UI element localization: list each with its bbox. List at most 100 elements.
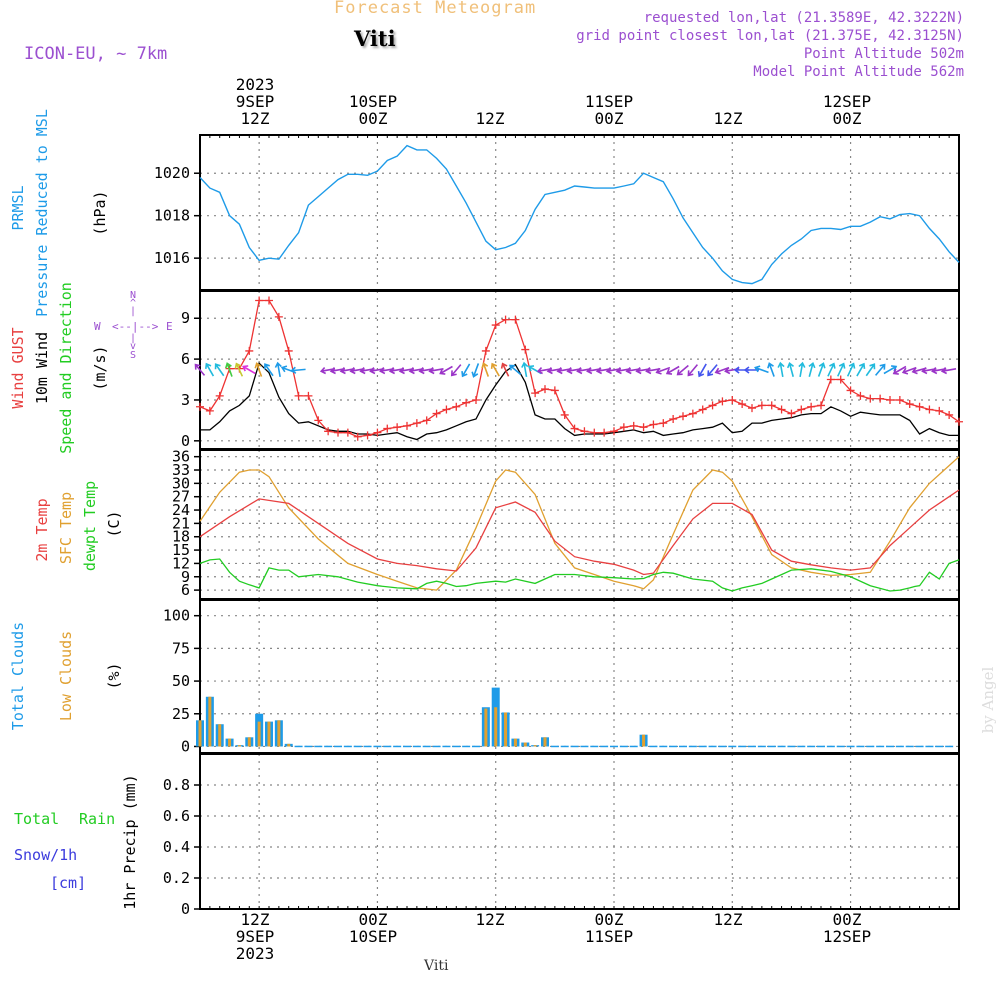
gust-marker <box>797 405 806 414</box>
bar-total-clouds <box>284 743 293 747</box>
wind-direction-arrow <box>921 367 937 375</box>
y-tick-label: 25 <box>172 705 190 723</box>
clouds-label-low: Low Clouds <box>57 630 75 722</box>
wind-arrow-shape <box>655 366 671 375</box>
wind-direction-arrow <box>837 362 846 377</box>
wind-arrow-shape <box>388 367 405 375</box>
wind-direction-arrow <box>846 362 856 377</box>
wind-direction-arrow <box>714 366 730 375</box>
wind-direction-arrow <box>379 367 395 375</box>
wind-direction-arrow <box>733 366 750 374</box>
y-tick-label: 1016 <box>154 249 190 267</box>
bar-low-clouds <box>543 737 547 747</box>
time-label-bottom-4-line: 12Z <box>713 910 743 929</box>
bar-total-clouds <box>274 720 283 747</box>
y-tick-label: 33 <box>172 461 190 479</box>
wind-direction-arrow <box>786 361 795 377</box>
time-label-top-3-line: 00Z <box>594 109 624 128</box>
wind-direction-arrow <box>911 367 927 375</box>
wind-arrow-shape <box>931 367 947 375</box>
wind-direction-arrow <box>874 363 886 376</box>
time-label-top-4-line: 12Z <box>713 109 743 128</box>
gust-marker <box>600 428 609 437</box>
time-label-top-2: 12Z <box>462 110 518 127</box>
gust-marker <box>767 401 776 410</box>
gust-marker <box>353 432 362 441</box>
gust-marker <box>856 391 865 400</box>
point-altitude: Point Altitude 502m <box>803 46 964 62</box>
time-label-bottom-1: 00Z 10SEP <box>335 911 411 945</box>
bar-low-clouds <box>277 720 281 747</box>
y-tick-label: 0 <box>181 900 190 918</box>
time-label-top-1-line: 10SEP <box>348 92 398 111</box>
time-label-top-1-line: 00Z <box>358 109 388 128</box>
gust-marker <box>442 405 451 414</box>
bar-low-clouds <box>523 742 527 747</box>
wind-direction-arrow <box>339 367 355 375</box>
wind-arrow-shape <box>743 366 759 374</box>
y-tick-label: 100 <box>163 607 190 625</box>
gust-marker <box>580 427 589 436</box>
compass-horizontal: <--|--> <box>112 320 159 333</box>
bar-low-clouds <box>642 734 646 747</box>
wind-arrow-shape <box>707 364 718 377</box>
wind-arrow-shape <box>290 366 306 374</box>
y-tick-label: 75 <box>172 639 190 657</box>
wind-direction-arrow <box>490 362 500 377</box>
temp-label-dewpt: dewpt Temp <box>81 480 99 572</box>
wind-arrow-shape <box>777 361 785 378</box>
wind-arrow-shape <box>892 365 907 375</box>
gust-marker <box>629 421 638 430</box>
watermark: by Angel <box>979 666 997 734</box>
wind-arrow-shape <box>242 365 256 375</box>
gust-marker <box>422 416 431 425</box>
wind-direction-arrow <box>536 367 553 375</box>
time-label-bottom-2: 12Z <box>462 911 518 928</box>
bar-total-clouds <box>511 738 520 747</box>
wind-direction-arrow <box>418 367 434 375</box>
wind-direction-arrow <box>254 362 263 377</box>
compass-e: E <box>166 320 173 333</box>
wind-arrow-shape <box>450 364 462 377</box>
wind-arrow-shape <box>194 363 206 376</box>
panel-frame-wind <box>199 290 960 450</box>
gust-marker <box>550 386 559 395</box>
compass-bar: | <box>130 333 137 344</box>
wind-direction-arrow <box>743 366 759 374</box>
wind-arrow-shape <box>921 367 937 375</box>
bar-total-clouds <box>245 737 254 747</box>
gust-marker <box>403 421 411 430</box>
wind-arrow-shape <box>214 363 225 377</box>
bar-low-clouds <box>208 696 212 747</box>
precip-label-rain: Rain <box>79 810 116 828</box>
gust-marker <box>481 346 490 355</box>
wind-direction-arrow <box>194 363 206 376</box>
model-altitude: Model Point Altitude 562m <box>753 64 964 80</box>
wind-direction-arrow <box>697 363 707 378</box>
wind-direction-arrow <box>665 365 680 375</box>
gust-marker <box>826 375 835 384</box>
time-label-top-0-line: 2023 <box>235 75 275 94</box>
time-label-bottom-1-line: 00Z <box>358 910 388 929</box>
compass-vertical: ^ | <box>130 299 136 317</box>
wind-arrow-shape <box>724 367 740 375</box>
wind-arrow-shape <box>428 367 444 375</box>
wind-arrow-shape <box>856 362 866 377</box>
gust-marker <box>383 424 392 433</box>
wind-direction-arrow <box>940 367 957 375</box>
wind-arrow-shape <box>883 365 898 375</box>
wind-direction-arrow <box>724 367 740 375</box>
wind-direction-arrow <box>566 367 582 375</box>
series-line-wind-gust <box>199 299 960 438</box>
wind-arrow-shape <box>439 365 453 375</box>
gust-marker <box>284 346 293 355</box>
wind-arrow-shape <box>329 367 346 375</box>
wind-arrow-shape <box>369 367 385 375</box>
wind-arrow-shape <box>536 367 553 375</box>
bar-low-clouds <box>513 738 517 747</box>
time-label-bottom-3-line: 11SEP <box>584 927 634 946</box>
y-tick-label: 0.4 <box>163 838 190 856</box>
series-line-2m-temp <box>199 489 960 576</box>
wind-direction-arrow <box>754 365 769 374</box>
wind-arrow-shape <box>398 367 415 375</box>
